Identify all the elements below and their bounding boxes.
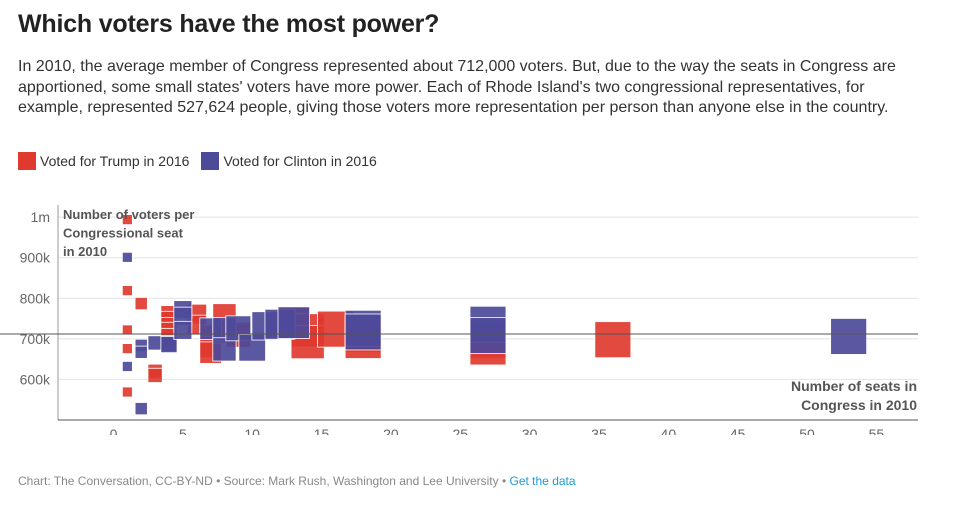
x-tick-label: 5 [179, 426, 187, 435]
x-tick-label: 15 [314, 426, 330, 435]
data-point-clinton [173, 320, 193, 340]
y-tick-label: 800k [20, 290, 51, 306]
data-point-clinton [830, 318, 868, 355]
data-point-trump [121, 386, 133, 398]
data-point-trump [121, 214, 133, 226]
x-tick-label: 0 [110, 426, 118, 435]
legend-swatch-trump [18, 152, 36, 170]
scatter-chart: 600k 700k 800k 900k 1m 0 5 10 15 20 25 30 35 40 45 50 55… [0, 205, 918, 435]
x-tick-label: 10 [244, 426, 260, 435]
x-tick-label: 30 [522, 426, 538, 435]
data-point-clinton [134, 402, 148, 416]
data-point-trump [121, 285, 133, 297]
data-point-clinton [160, 336, 178, 354]
y-tick-label: 1m [31, 209, 50, 225]
y-tick-label: 600k [20, 371, 51, 387]
data-point-clinton [147, 335, 163, 351]
x-tick-label: 55 [869, 426, 885, 435]
x-axis-title: Number of seats in Congress in 2010 [791, 378, 917, 413]
data-point-clinton [121, 251, 133, 263]
x-tick-label: 20 [383, 426, 399, 435]
data-point-trump [121, 343, 133, 355]
data-point-clinton [277, 306, 311, 339]
legend-label-clinton: Voted for Clinton in 2016 [223, 153, 377, 169]
legend-item-clinton: Voted for Clinton in 2016 [201, 152, 377, 170]
x-tick-label: 25 [452, 426, 468, 435]
data-point-clinton [212, 337, 237, 362]
chart-footer: Chart: The Conversation, CC-BY-ND • Sour… [18, 474, 576, 488]
x-tick-label: 45 [730, 426, 746, 435]
legend-label-trump: Voted for Trump in 2016 [40, 153, 190, 169]
x-tick-label: 35 [591, 426, 607, 435]
data-point-clinton [121, 361, 133, 372]
chart-description: In 2010, the average member of Congress … [18, 58, 896, 116]
y-tick-label: 900k [20, 250, 51, 266]
y-axis-title: Number of voters per Congressional seat in… [63, 207, 194, 259]
source-credit: Chart: The Conversation, CC-BY-ND • Sour… [18, 474, 510, 488]
data-point-clinton [344, 313, 382, 351]
legend: Voted for Trump in 2016 Voted for Clinto… [18, 152, 389, 170]
data-point-trump [594, 321, 632, 359]
legend-item-trump: Voted for Trump in 2016 [18, 152, 189, 170]
data-point-trump [134, 297, 148, 311]
legend-swatch-clinton [201, 152, 220, 170]
data-point-clinton [469, 317, 507, 355]
data-point-trump [147, 367, 163, 383]
get-data-link[interactable]: Get the data [509, 474, 576, 488]
chart-title: Which voters have the most power? [18, 10, 440, 38]
y-tick-label: 700k [20, 331, 51, 347]
x-tick-label: 40 [661, 426, 677, 435]
x-tick-label: 50 [799, 426, 815, 435]
data-point-clinton [134, 345, 148, 359]
data-point-trump [121, 324, 133, 336]
